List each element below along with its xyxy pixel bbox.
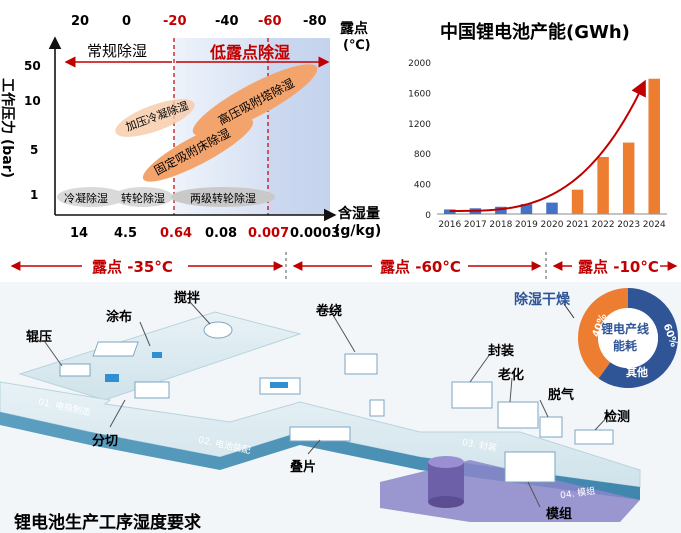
- bottom-tick: 0.64: [160, 226, 193, 241]
- y-tick-label: 400: [414, 181, 431, 191]
- dew-point-chart: 20 0 -20 -40 -60 -80 露点 (℃) 常规除湿 低露点除湿 工…: [0, 0, 382, 245]
- step-label-rolling: 辊压: [26, 330, 53, 345]
- dew-band-label: 露点 -10°C: [578, 258, 659, 276]
- top-tick: 20: [71, 14, 90, 29]
- y-tick-label: 800: [414, 150, 431, 160]
- bar: [546, 202, 558, 214]
- dew-band-arrows: [10, 252, 678, 282]
- method-label: 转轮除湿: [121, 192, 165, 205]
- bar: [648, 78, 660, 214]
- step-label-coating: 涂布: [106, 310, 133, 325]
- x-tick-label: 2020: [541, 220, 564, 230]
- bar: [520, 204, 533, 214]
- top-tick: 0: [122, 14, 132, 29]
- donut-label-other: 其他: [626, 366, 648, 379]
- donut-slice: [598, 288, 678, 388]
- donut-slice: [578, 288, 628, 379]
- bottom-tick: 0.0003: [290, 226, 341, 241]
- step-label-testing: 检测: [604, 410, 631, 425]
- bottom-tick: 4.5: [114, 226, 138, 241]
- x-axis-unit: (g/kg): [334, 223, 382, 239]
- x-tick-label: 2023: [617, 220, 640, 230]
- x-tick-label: 2022: [592, 220, 615, 230]
- dew-band-label: 露点 -60°C: [380, 258, 461, 276]
- region-low-label: 低露点除湿: [210, 43, 291, 62]
- x-tick-label: 2019: [515, 220, 538, 230]
- step-label-slitting: 分切: [92, 434, 119, 449]
- capacity-chart-title: 中国锂电池产能(GWh): [440, 22, 630, 43]
- step-label-winding: 卷绕: [316, 304, 343, 319]
- trend-line: [449, 79, 646, 212]
- process-title: 锂电池生产工序湿度要求: [14, 513, 201, 533]
- y-tick-label: 2000: [408, 59, 431, 69]
- step-label-aging: 老化: [498, 368, 525, 383]
- dew-band-label: 露点 -35°C: [92, 258, 173, 276]
- x-axis-label: 含湿量: [338, 206, 380, 222]
- bottom-tick: 14: [70, 226, 89, 241]
- bar: [571, 189, 584, 214]
- bar: [597, 157, 609, 214]
- top-tick: -60: [258, 14, 282, 29]
- y-tick-label: 1600: [408, 89, 431, 99]
- top-tick: -40: [215, 14, 239, 29]
- y-tick: 1: [30, 188, 39, 202]
- dew-unit: (℃): [343, 38, 371, 53]
- donut-pointer: [563, 303, 575, 319]
- x-tick-label: 2018: [489, 220, 512, 230]
- x-tick-label: 2021: [566, 220, 589, 230]
- y-tick-label: 0: [425, 211, 431, 221]
- bottom-tick: 0.08: [205, 226, 238, 241]
- bar: [495, 206, 507, 214]
- dew-point-chart-graphic: [48, 36, 337, 222]
- step-label-degassing: 脱气: [548, 388, 575, 403]
- y-tick: 5: [30, 143, 39, 157]
- y-tick-label: 1200: [408, 120, 431, 130]
- step-label-packaging: 封装: [488, 344, 515, 359]
- method-label: 冷凝除湿: [64, 192, 108, 205]
- donut-center-line1: 锂电产线: [601, 322, 650, 336]
- bottom-tick: 0.007: [248, 226, 290, 241]
- method-label: 两级转轮除湿: [190, 192, 256, 205]
- y-tick: 50: [24, 59, 41, 73]
- bar: [622, 142, 635, 214]
- region-normal-label: 常规除湿: [87, 42, 148, 60]
- donut-center-line2: 能耗: [613, 339, 638, 353]
- x-tick-label: 2024: [643, 220, 666, 230]
- donut-hole: [598, 308, 658, 368]
- step-label-mixing: 搅拌: [174, 291, 201, 306]
- bar: [444, 209, 456, 214]
- energy-donut: [578, 288, 678, 388]
- step-label-module: 模组: [546, 507, 573, 522]
- top-tick: -20: [163, 14, 187, 29]
- donut-heading: 除湿干燥: [514, 292, 570, 308]
- process-floor: [0, 282, 681, 533]
- x-tick-label: 2017: [464, 220, 487, 230]
- y-axis-label: 工作压力 (bar): [0, 77, 16, 179]
- y-tick: 10: [24, 94, 41, 108]
- top-tick: -80: [303, 14, 327, 29]
- x-tick-label: 2016: [438, 220, 461, 230]
- dew-label: 露点: [340, 21, 368, 37]
- step-label-stacking: 叠片: [290, 460, 317, 475]
